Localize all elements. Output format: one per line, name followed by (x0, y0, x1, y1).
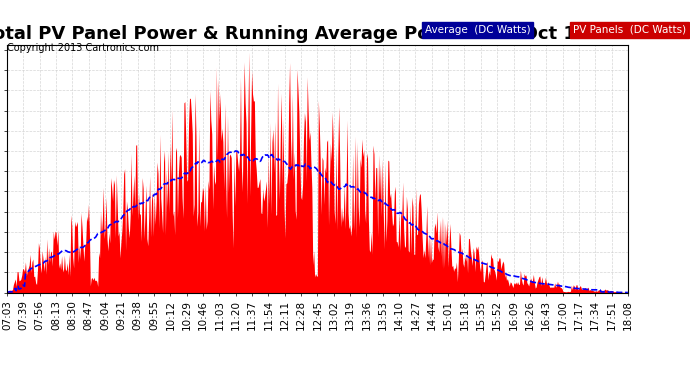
Text: Copyright 2013 Cartronics.com: Copyright 2013 Cartronics.com (7, 43, 159, 52)
Text: Average  (DC Watts): Average (DC Watts) (425, 25, 531, 35)
Text: PV Panels  (DC Watts): PV Panels (DC Watts) (573, 25, 686, 35)
Title: Total PV Panel Power & Running Average Power Mon Oct 14 18:10: Total PV Panel Power & Running Average P… (0, 26, 652, 44)
